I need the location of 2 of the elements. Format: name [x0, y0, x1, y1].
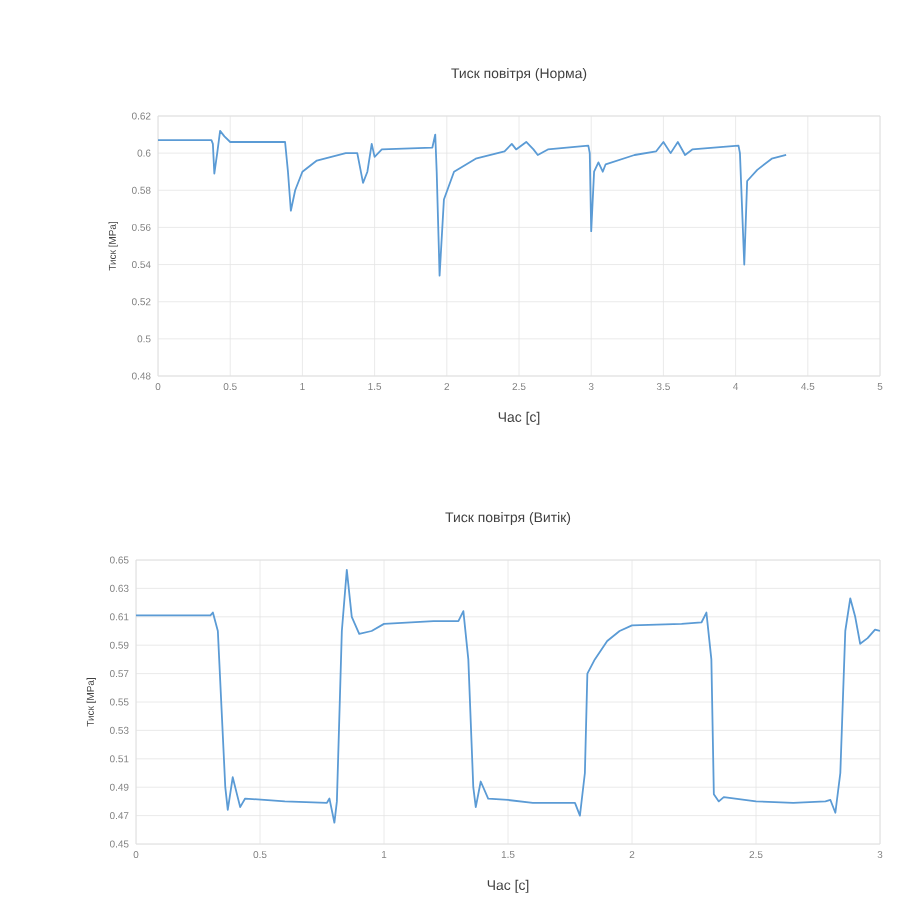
line-series [136, 569, 881, 824]
line-series [158, 129, 788, 277]
